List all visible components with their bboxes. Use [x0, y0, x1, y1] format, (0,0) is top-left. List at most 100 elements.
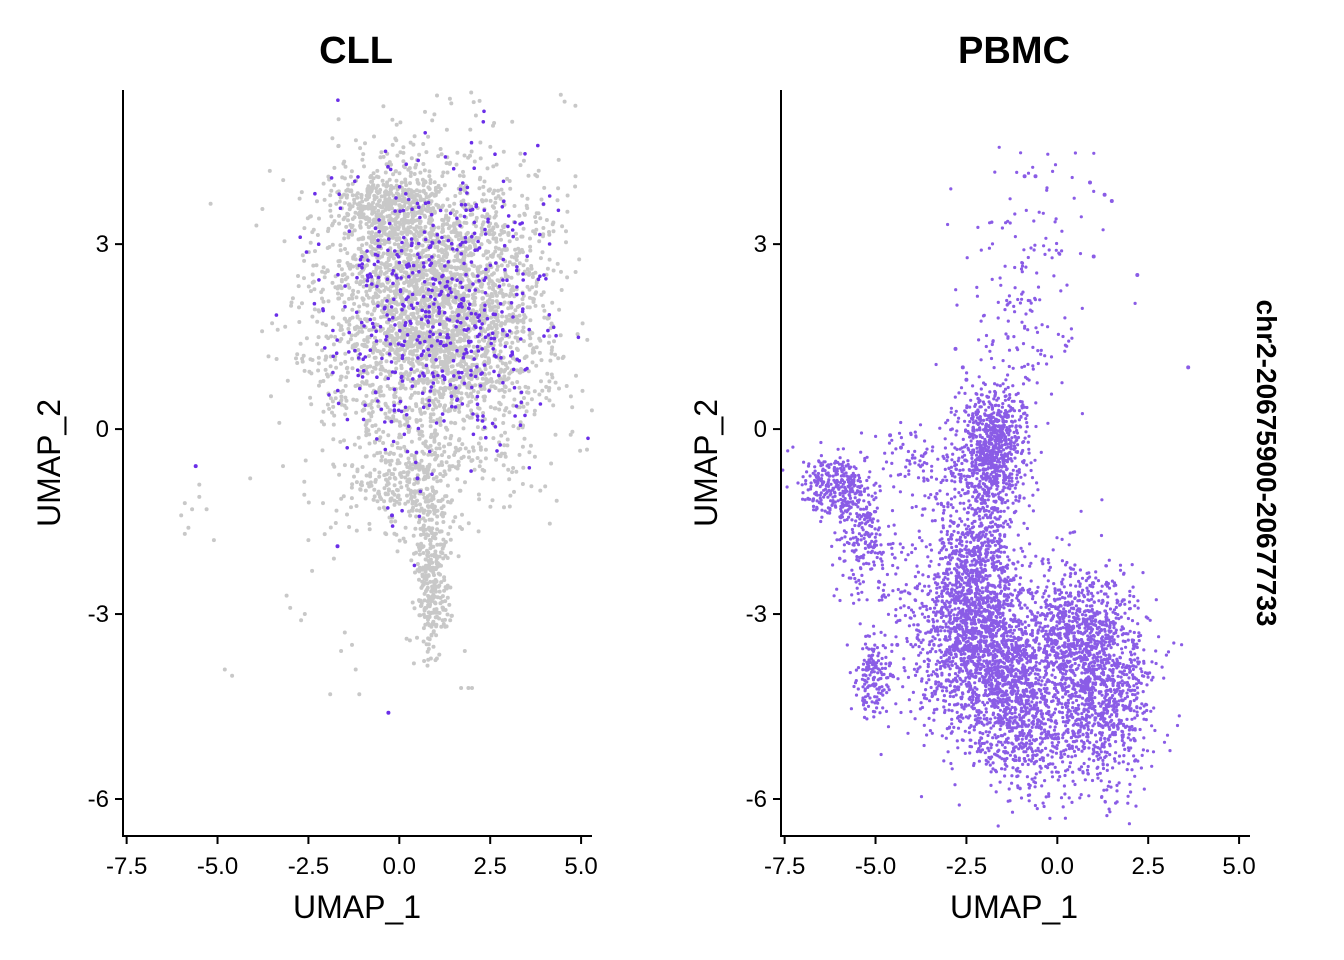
data-point [422, 386, 427, 391]
data-point [295, 361, 300, 365]
data-point [341, 217, 346, 222]
data-point [414, 192, 419, 197]
data-point [442, 222, 447, 227]
data-point [455, 362, 460, 367]
data-point [347, 350, 351, 354]
data-point [425, 369, 430, 374]
data-point [269, 394, 273, 399]
data-point [525, 305, 530, 310]
data-point [497, 407, 502, 412]
data-point [398, 371, 403, 376]
data-point [422, 374, 427, 378]
data-point [377, 385, 382, 390]
data-point [392, 531, 397, 536]
data-point [345, 213, 350, 218]
data-point [365, 249, 369, 253]
data-point [342, 438, 346, 443]
data-point [315, 199, 319, 204]
data-point [487, 285, 492, 290]
data-point [440, 546, 445, 551]
data-point [466, 155, 471, 160]
data-point [289, 300, 294, 305]
data-point [420, 308, 425, 313]
data-point [817, 459, 821, 463]
data-point [353, 384, 358, 388]
data-point [373, 247, 378, 252]
data-point [409, 339, 414, 344]
data-point [364, 344, 369, 349]
data-point [390, 117, 395, 122]
data-point [533, 291, 538, 296]
data-point [441, 319, 446, 324]
data-point [423, 309, 428, 314]
data-point [427, 403, 432, 408]
data-point [369, 240, 374, 244]
data-point [413, 327, 418, 332]
data-point [529, 397, 534, 402]
data-point [377, 506, 382, 511]
data-point [492, 121, 497, 125]
data-point [336, 296, 341, 301]
data-point [472, 166, 477, 170]
data-point [336, 117, 341, 122]
data-point [304, 250, 309, 254]
data-point [431, 412, 436, 417]
data-point [503, 319, 508, 324]
data-point [337, 221, 342, 226]
data-point [377, 474, 382, 479]
data-point [267, 168, 272, 173]
data-point [374, 339, 379, 343]
data-point [448, 537, 453, 542]
data-point [330, 399, 335, 404]
data-point [482, 398, 487, 403]
data-point [418, 208, 423, 213]
data-point [359, 193, 364, 198]
data-point [492, 353, 497, 358]
data-point [515, 357, 519, 362]
data-point [362, 363, 367, 368]
data-point [442, 375, 447, 380]
data-point [489, 326, 494, 331]
data-point [423, 439, 428, 444]
data-point [844, 464, 848, 468]
data-point [371, 325, 376, 329]
data-point [204, 507, 209, 512]
data-point [354, 280, 359, 285]
data-point [573, 174, 578, 179]
data-point [446, 298, 451, 303]
data-point [370, 282, 374, 286]
data-point [479, 242, 484, 247]
data-point [405, 333, 410, 337]
data-point [456, 313, 460, 318]
data-point [507, 504, 512, 509]
data-point [452, 314, 457, 319]
data-point [361, 152, 366, 157]
data-point [502, 443, 507, 448]
data-point [316, 368, 321, 373]
x-tick-label: 0.0 [383, 853, 416, 880]
data-point [521, 404, 526, 409]
data-point [414, 480, 419, 485]
data-point [527, 295, 532, 300]
data-point [443, 155, 448, 159]
data-point [422, 576, 427, 581]
data-point [498, 196, 503, 201]
data-point [484, 378, 489, 383]
data-point [381, 215, 386, 220]
data-point [410, 292, 415, 297]
data-point [403, 475, 408, 480]
data-point [408, 181, 412, 186]
data-point [382, 486, 387, 491]
data-point [431, 565, 436, 570]
data-point [440, 217, 445, 222]
data-point [391, 472, 396, 477]
data-point [316, 355, 321, 360]
data-point [538, 274, 542, 279]
data-point [373, 206, 377, 210]
data-point [382, 228, 387, 233]
data-point [445, 284, 449, 288]
data-point [356, 435, 361, 440]
data-point [412, 563, 417, 568]
data-point [375, 212, 380, 217]
data-point [373, 366, 378, 371]
